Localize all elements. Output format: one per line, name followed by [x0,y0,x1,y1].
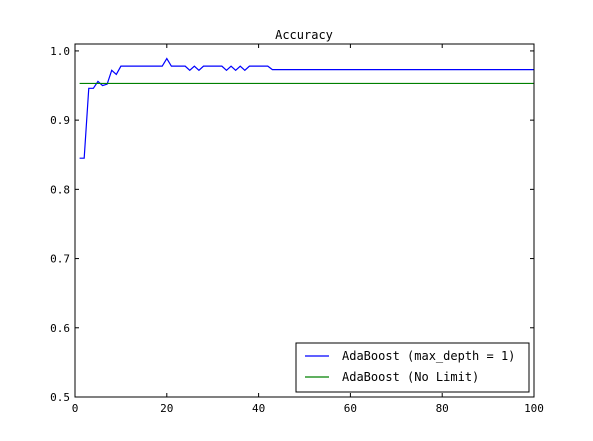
legend-label-max-depth-1: AdaBoost (max_depth = 1) [342,349,515,363]
x-tick-label: 40 [252,402,265,415]
y-tick-label: 1.0 [50,45,70,58]
y-tick-label: 0.8 [50,183,70,196]
x-tick-label: 100 [524,402,544,415]
ticks-layer: 0 20 40 60 80 100 0.5 0.6 0.7 0.8 0.9 1.0 [50,44,544,415]
y-tick-label: 0.7 [50,253,70,266]
y-tick-label: 0.9 [50,114,70,127]
y-tick-label: 0.6 [50,322,70,335]
legend-box [295,342,530,393]
y-tick-label: 0.5 [50,391,70,404]
series-layer [79,57,534,159]
x-tick-label: 60 [344,402,357,415]
axes-frame [74,43,535,398]
legend: AdaBoost (max_depth = 1) AdaBoost (No Li… [295,342,530,393]
x-tick-label: 0 [72,402,79,415]
chart-title: Accuracy [275,28,333,42]
series-line-0 [79,57,534,159]
x-tick-label: 20 [160,402,173,415]
legend-label-no-limit: AdaBoost (No Limit) [342,370,479,384]
plot-background [75,44,534,397]
plot-area [75,44,534,397]
x-tick-label: 80 [436,402,449,415]
